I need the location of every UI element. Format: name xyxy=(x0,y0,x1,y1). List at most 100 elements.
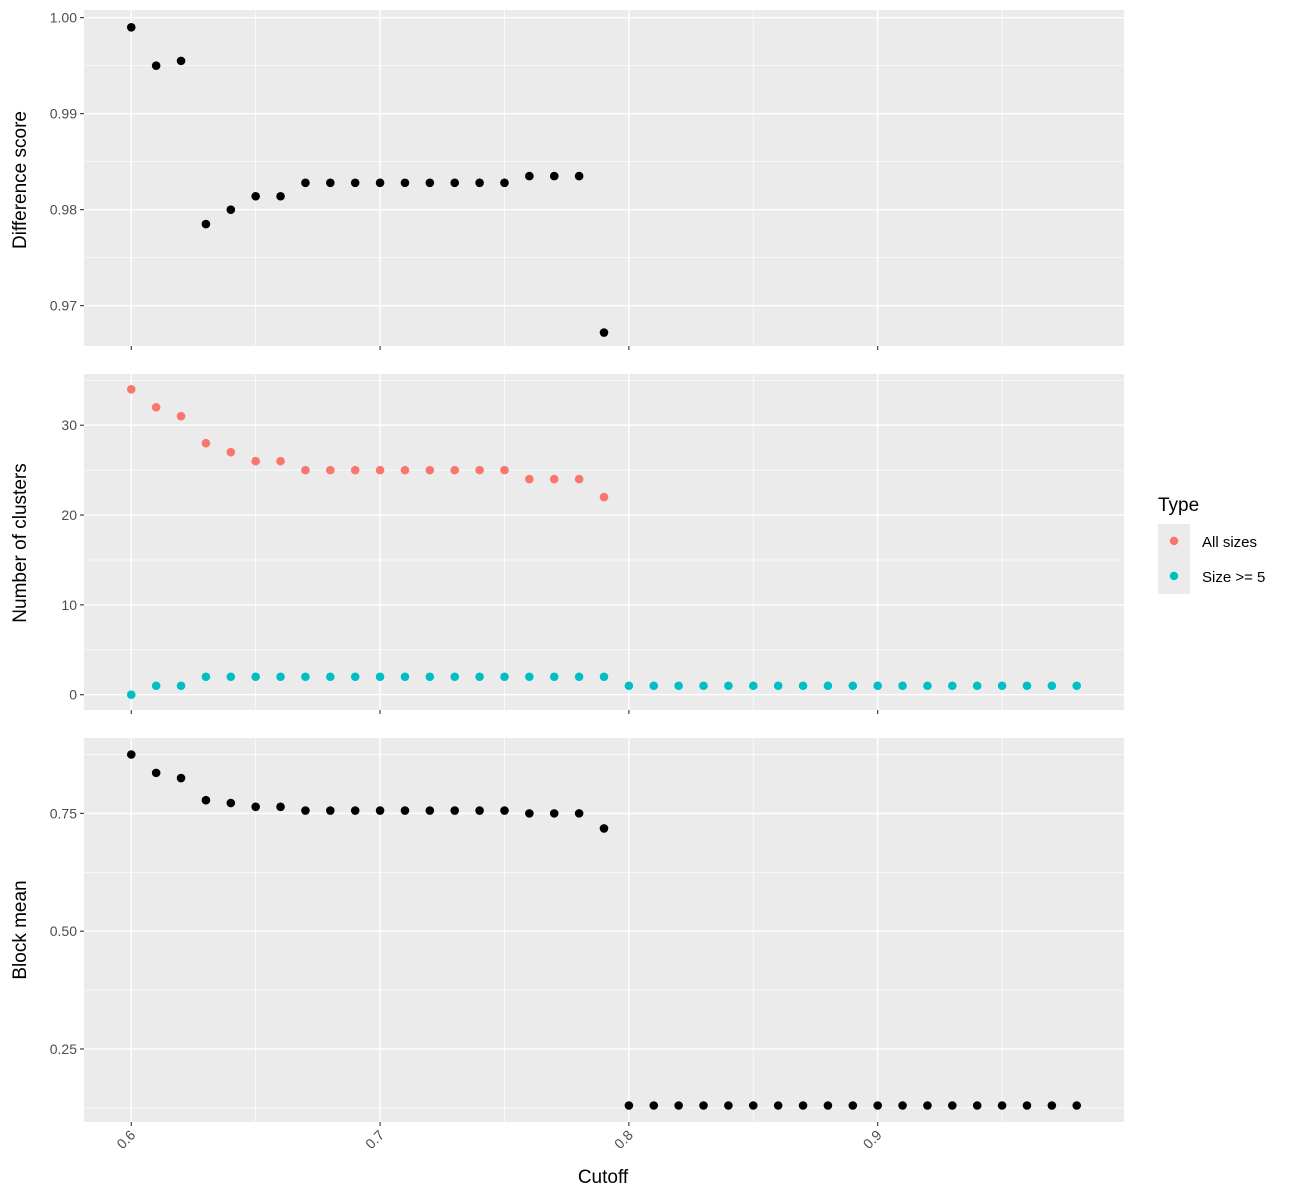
panel-background xyxy=(84,738,1124,1122)
data-point xyxy=(375,178,385,188)
data-point xyxy=(549,672,559,682)
data-point xyxy=(624,1101,634,1110)
data-point xyxy=(226,798,236,808)
data-point xyxy=(475,178,484,188)
data-point xyxy=(126,22,136,32)
data-point xyxy=(450,465,460,475)
data-point xyxy=(549,171,559,181)
data-point xyxy=(425,465,435,475)
data-point xyxy=(400,806,410,815)
data-point xyxy=(574,672,584,682)
y-tick-label: 0.50 xyxy=(50,923,77,939)
data-point xyxy=(997,1101,1007,1110)
data-point xyxy=(326,178,335,188)
data-point xyxy=(773,681,783,691)
data-point xyxy=(699,1101,708,1110)
legend: Type All sizes Size >= 5 xyxy=(1158,495,1265,594)
data-point xyxy=(251,802,260,812)
y-tick-label: 0.99 xyxy=(50,106,77,122)
data-point xyxy=(1072,1101,1082,1110)
data-point xyxy=(699,681,708,691)
data-point xyxy=(201,219,211,229)
data-point xyxy=(251,191,260,201)
data-point xyxy=(425,672,435,682)
data-point xyxy=(1047,681,1057,691)
data-point xyxy=(873,681,882,691)
data-point xyxy=(574,171,584,181)
data-point xyxy=(823,1101,833,1110)
data-point xyxy=(151,681,161,691)
data-point xyxy=(649,681,659,691)
data-point xyxy=(276,191,285,201)
data-point xyxy=(450,178,460,188)
x-axis-title: Cutoff xyxy=(578,1167,629,1188)
data-point xyxy=(126,690,136,700)
data-point xyxy=(126,750,136,759)
panel-1: 1.00 0.99 0.98 0.97 Difference score xyxy=(10,10,1124,350)
data-point xyxy=(301,806,310,815)
data-point xyxy=(450,806,460,815)
data-point xyxy=(475,672,484,682)
data-point xyxy=(251,672,260,682)
y-tick-label: 0.97 xyxy=(50,298,77,314)
data-point xyxy=(948,1101,957,1110)
data-point xyxy=(500,178,509,188)
data-point xyxy=(798,1101,808,1110)
data-point xyxy=(326,465,335,475)
data-point xyxy=(1047,1101,1057,1110)
series-1 xyxy=(126,750,1082,1110)
data-point xyxy=(1022,1101,1032,1110)
legend-label-size-ge-5: Size >= 5 xyxy=(1202,569,1265,586)
data-point xyxy=(475,465,484,475)
data-point xyxy=(873,1101,882,1110)
data-point xyxy=(574,809,584,818)
data-point xyxy=(375,672,385,682)
data-point xyxy=(326,672,335,682)
data-point xyxy=(475,806,484,815)
y-axis-title: Number of clusters xyxy=(10,463,31,622)
data-point xyxy=(525,672,534,682)
data-point xyxy=(599,492,609,502)
data-point xyxy=(997,681,1007,691)
data-point xyxy=(624,681,634,691)
y-tick-label: 20 xyxy=(61,507,77,523)
data-point xyxy=(599,824,609,833)
data-point xyxy=(251,456,260,466)
data-point xyxy=(375,806,385,815)
data-point xyxy=(848,681,858,691)
data-point xyxy=(301,178,310,188)
data-point xyxy=(525,474,534,484)
data-point xyxy=(301,465,310,475)
data-point xyxy=(201,438,211,448)
data-point xyxy=(276,802,285,812)
y-tick-label: 0.75 xyxy=(50,805,77,821)
data-point xyxy=(176,681,186,691)
panel-background xyxy=(84,10,1124,346)
data-point xyxy=(151,61,161,70)
data-point xyxy=(425,806,435,815)
panel-background xyxy=(84,374,1124,710)
data-point xyxy=(350,465,360,475)
data-point xyxy=(599,328,609,337)
data-point xyxy=(574,474,584,484)
data-point xyxy=(126,384,136,394)
data-point xyxy=(748,1101,758,1110)
y-tick-label: 10 xyxy=(61,597,77,613)
data-point xyxy=(400,465,410,475)
data-point xyxy=(326,806,335,815)
data-point xyxy=(176,773,186,783)
data-point xyxy=(176,56,186,66)
series-1 xyxy=(126,384,609,502)
data-point xyxy=(400,178,410,188)
data-point xyxy=(226,205,236,214)
data-point xyxy=(226,672,236,682)
data-point xyxy=(748,681,758,691)
data-point xyxy=(450,672,460,682)
data-point xyxy=(176,411,186,421)
data-point xyxy=(674,681,683,691)
data-point xyxy=(549,474,559,484)
data-point xyxy=(350,178,360,188)
data-point xyxy=(724,681,733,691)
